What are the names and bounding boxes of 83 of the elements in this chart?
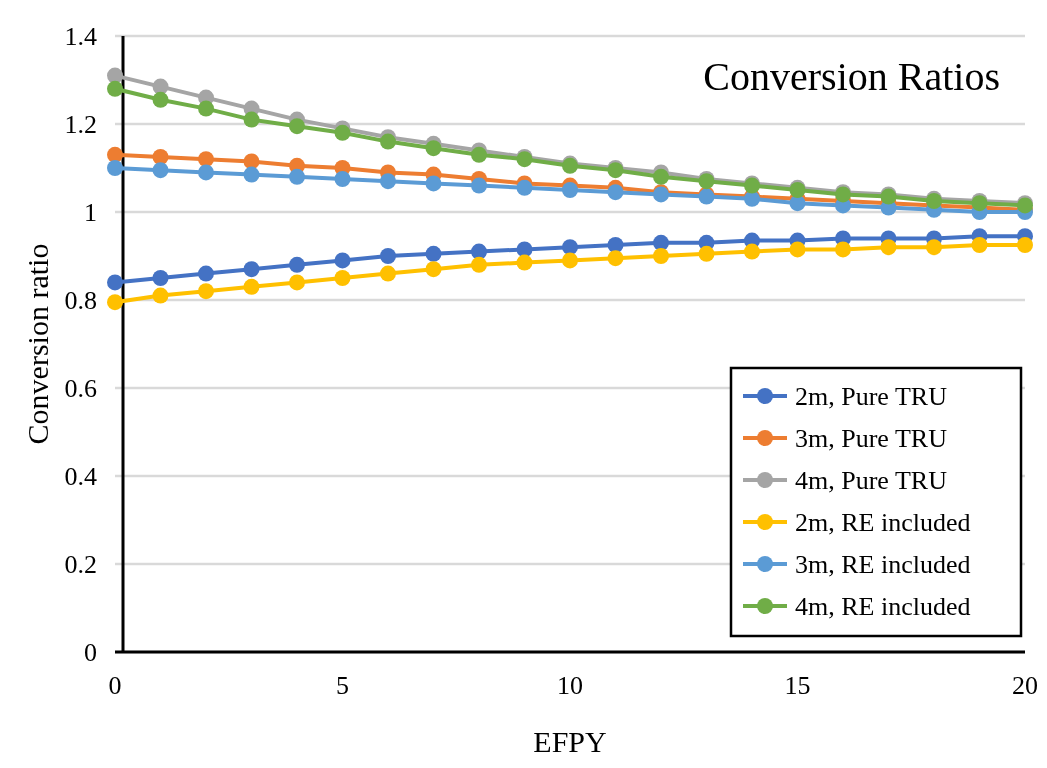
- point: [562, 239, 578, 256]
- point: [971, 237, 988, 253]
- point: [152, 162, 169, 179]
- point: [198, 283, 214, 300]
- legend-label: 3m, Pure TRU: [795, 424, 948, 454]
- point: [198, 164, 214, 181]
- point: [562, 252, 578, 269]
- y-tick-label: 1.2: [64, 110, 97, 140]
- point: [334, 252, 351, 269]
- y-tick-label: 0: [84, 638, 97, 668]
- point: [471, 146, 487, 163]
- point: [152, 91, 169, 108]
- point: [516, 254, 533, 271]
- point: [380, 173, 396, 190]
- point: [835, 241, 851, 258]
- point: [289, 118, 305, 135]
- point: [107, 80, 123, 97]
- point: [1017, 237, 1033, 253]
- point: [880, 239, 897, 256]
- x-axis-title: EFPY: [533, 725, 607, 758]
- point: [607, 184, 624, 201]
- point: [516, 241, 533, 258]
- x-tick-label: 15: [784, 671, 811, 700]
- point: [243, 111, 260, 128]
- y-tick-label: 1: [84, 198, 97, 228]
- point: [380, 248, 396, 264]
- point: [425, 175, 442, 192]
- text: Conversion Ratios: [703, 54, 1000, 99]
- point: [516, 179, 533, 196]
- point: [334, 270, 351, 286]
- point: [789, 241, 806, 258]
- point: [198, 151, 214, 168]
- point: [289, 274, 305, 291]
- point: [152, 270, 169, 286]
- y-tick-label: 0.2: [64, 550, 97, 580]
- point: [380, 133, 396, 150]
- legend-label: 3m, RE included: [795, 550, 971, 580]
- point: [289, 168, 305, 185]
- legend-label: 4m, Pure TRU: [795, 466, 948, 496]
- x-tick-label: 0: [108, 671, 122, 700]
- point: [152, 149, 169, 165]
- point: [607, 237, 624, 253]
- point: [107, 160, 123, 176]
- point: [198, 100, 214, 117]
- y-tick-label: 1.4: [64, 22, 97, 52]
- x-tick-label: 5: [336, 671, 349, 700]
- point: [653, 248, 669, 264]
- point: [380, 265, 396, 282]
- y-tick-label: 0.8: [64, 286, 97, 316]
- point: [334, 171, 351, 187]
- point: [471, 177, 487, 194]
- point: [425, 245, 442, 262]
- y-tick-label: 0.4: [64, 462, 97, 492]
- point: [107, 146, 123, 163]
- point: [471, 256, 487, 273]
- point: [607, 250, 624, 267]
- x-tick-label: 20: [1012, 671, 1038, 700]
- point: [562, 182, 578, 198]
- point: [198, 265, 214, 282]
- point: [243, 261, 260, 278]
- point: [653, 234, 669, 251]
- point: [243, 166, 260, 183]
- point: [744, 243, 760, 260]
- point: [107, 67, 123, 84]
- legend-label: 2m, Pure TRU: [795, 382, 948, 412]
- y-tick-label: 0.6: [64, 374, 97, 404]
- legend-label: 2m, RE included: [795, 508, 971, 538]
- point: [289, 256, 305, 273]
- point: [926, 239, 942, 256]
- point: [107, 274, 123, 291]
- point: [471, 243, 487, 260]
- legend-label: 4m, RE included: [795, 592, 971, 622]
- x-tick-label: 10: [557, 671, 583, 700]
- point: [243, 153, 260, 170]
- point: [653, 168, 669, 185]
- point: [425, 261, 442, 278]
- point: [107, 294, 123, 311]
- point: [698, 245, 715, 262]
- y-axis-title: Conversion ratio: [21, 243, 54, 445]
- point: [243, 278, 260, 295]
- point: [425, 140, 442, 157]
- point: [152, 287, 169, 304]
- point: [334, 124, 351, 141]
